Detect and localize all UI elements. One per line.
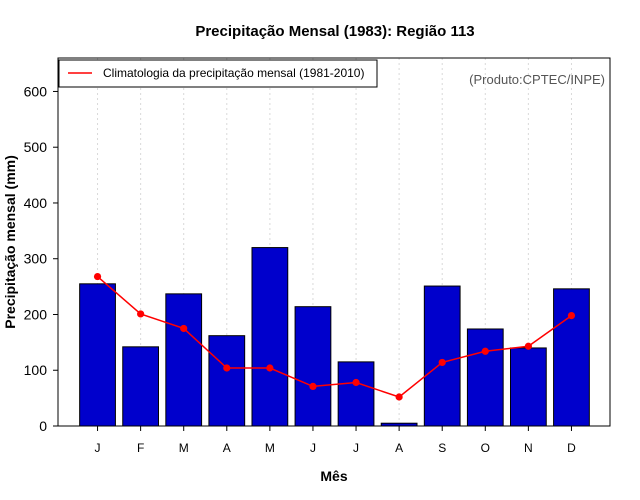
bar-j-5: [294, 306, 332, 427]
climatology-point-1: [137, 310, 145, 318]
bar-f-1: [122, 346, 160, 427]
bar-m-2: [165, 293, 203, 427]
bar-series: [79, 247, 590, 427]
x-tick-label-3: A: [223, 441, 231, 455]
y-tick-label-200: 200: [24, 306, 48, 322]
y-tick-label-400: 400: [24, 195, 48, 211]
x-tick-label-9: O: [481, 441, 490, 455]
climatology-point-4: [266, 364, 274, 372]
x-tick-label-4: M: [265, 441, 275, 455]
climatology-point-6: [352, 378, 360, 387]
x-axis-title: Mês: [320, 468, 347, 484]
climatology-point-7: [395, 393, 403, 401]
x-tick-label-2: M: [179, 441, 189, 455]
climatology-point-8: [438, 358, 446, 367]
climatology-point-3: [223, 364, 231, 372]
chart-title: Precipitação Mensal (1983): Região 113: [195, 23, 474, 40]
climatology-point-11: [567, 312, 576, 320]
y-tick-label-300: 300: [24, 251, 48, 267]
plot-frame: [57, 57, 611, 427]
x-tick-label-1: F: [137, 441, 144, 455]
legend: Climatologia da precipitação mensal (198…: [58, 59, 378, 88]
source-annotation: (Produto:CPTEC/INPE): [469, 72, 605, 87]
climatology-series: [93, 272, 576, 401]
y-tick-label-600: 600: [24, 83, 48, 99]
bar-o-9: [466, 328, 504, 427]
y-tick-label-500: 500: [24, 139, 48, 155]
bar-s-8: [423, 285, 461, 427]
x-tick-label-10: N: [524, 441, 533, 455]
bar-a-3: [208, 335, 246, 427]
x-tick-label-6: J: [353, 441, 359, 455]
climatology-line: [97, 276, 572, 398]
y-tick-label-100: 100: [24, 362, 48, 378]
climatology-point-2: [180, 324, 188, 333]
y-axis: 0 100 200 300 400 500 600: [24, 83, 58, 434]
bar-n-10: [509, 347, 547, 427]
legend-box: [58, 59, 378, 88]
climatology-point-9: [481, 347, 489, 355]
bar-d-11: [553, 288, 590, 427]
climatology-point-10: [524, 342, 532, 350]
bar-j-0: [79, 283, 116, 427]
bar-m-4: [251, 247, 289, 427]
x-tick-label-5: J: [310, 441, 316, 455]
climatology-point-5: [309, 382, 317, 391]
legend-entry-climatology: Climatologia da precipitação mensal (198…: [103, 66, 364, 80]
bar-j-6: [337, 361, 375, 427]
y-tick-label-0: 0: [39, 418, 47, 434]
x-tick-label-8: S: [438, 441, 446, 455]
x-tick-label-0: J: [95, 441, 101, 455]
climatology-point-0: [93, 272, 102, 281]
x-tick-label-11: D: [567, 441, 576, 455]
y-axis-title: Precipitação mensal (mm): [2, 155, 18, 329]
x-tick-label-7: A: [395, 441, 403, 455]
